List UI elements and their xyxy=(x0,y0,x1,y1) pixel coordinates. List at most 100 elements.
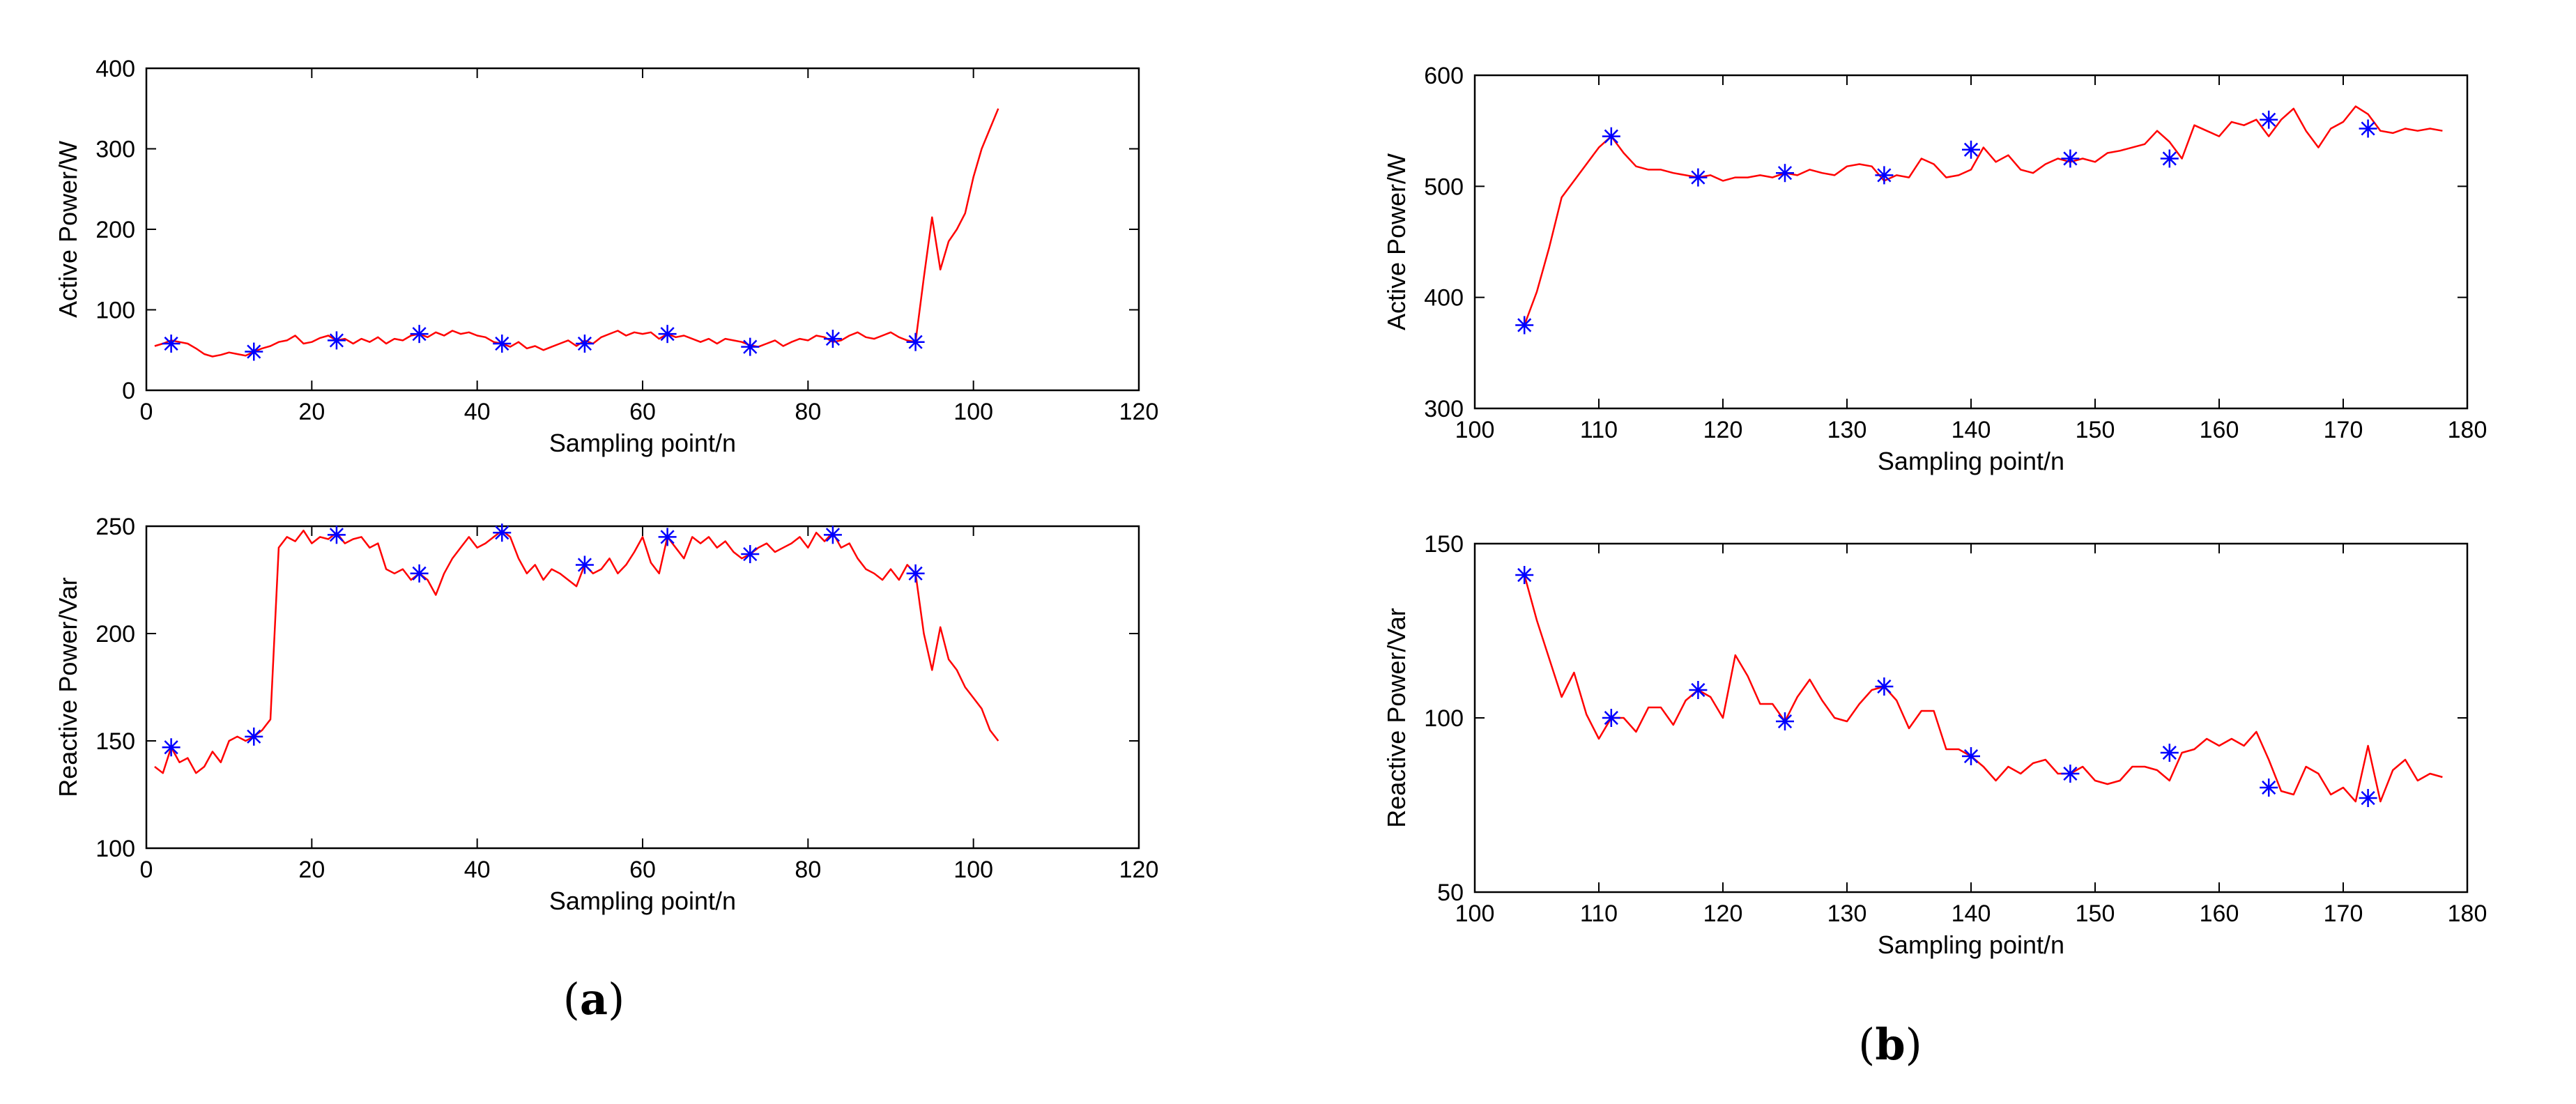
x-tick-label: 120 xyxy=(1119,857,1159,883)
data-point-marker xyxy=(1602,127,1620,146)
data-point-marker xyxy=(1962,140,1980,159)
data-point-marker xyxy=(1875,166,1894,185)
x-tick-label: 160 xyxy=(2200,417,2239,443)
y-axis-label: Reactive Power/Var xyxy=(54,577,82,797)
panel-label-b: (b) xyxy=(1858,1019,1922,1070)
y-tick-label: 150 xyxy=(95,728,135,755)
data-point-marker xyxy=(1515,316,1534,335)
data-point-marker xyxy=(575,335,594,353)
data-point-marker xyxy=(1875,677,1894,696)
x-tick-label: 170 xyxy=(2324,417,2363,443)
data-point-marker xyxy=(658,528,677,546)
x-tick-label: 150 xyxy=(2076,900,2115,927)
axes-box xyxy=(1473,542,2469,894)
data-point-marker xyxy=(1515,566,1534,584)
plot-a-reactive-power: 0 20 40 60 80 100 120 100 150 200 250 Sampling poin… xyxy=(54,514,1158,915)
plot-b-active-power: 100 110 120 130 140 150 160 170 180 300 400 500 600 S… xyxy=(1382,63,2487,475)
x-tick-label: 60 xyxy=(629,399,656,425)
series-line xyxy=(154,529,999,774)
y-tick-label: 100 xyxy=(95,836,135,862)
x-tick-label: 180 xyxy=(2448,417,2487,443)
x-tick-label: 130 xyxy=(1827,417,1867,443)
x-tick-label: 80 xyxy=(795,399,821,425)
y-tick-label: 100 xyxy=(95,298,135,324)
data-point-marker xyxy=(906,332,925,351)
y-axis-label: Reactive Power/Var xyxy=(1382,608,1411,827)
y-tick-label: 50 xyxy=(1437,880,1464,906)
y-tick-label: 200 xyxy=(95,217,135,243)
x-tick-label: 120 xyxy=(1703,417,1743,443)
data-point-marker xyxy=(741,545,760,564)
x-tick-label: 180 xyxy=(2448,900,2487,927)
x-tick-label: 0 xyxy=(140,399,153,425)
data-point-marker xyxy=(2160,149,2179,168)
data-point-marker xyxy=(162,335,181,353)
x-tick-label: 150 xyxy=(2076,417,2115,443)
x-tick-label: 120 xyxy=(1703,900,1743,927)
x-tick-label: 110 xyxy=(1580,900,1618,927)
data-point-marker xyxy=(410,564,429,583)
data-point-marker xyxy=(2061,765,2080,783)
x-tick-label: 170 xyxy=(2324,900,2363,927)
y-tick-label: 150 xyxy=(1424,531,1464,558)
axes-box xyxy=(145,67,1140,392)
data-point-marker xyxy=(493,335,512,353)
data-point-marker xyxy=(327,331,346,350)
x-tick-label: 100 xyxy=(953,399,993,425)
y-tick-label: 200 xyxy=(95,621,135,647)
x-tick-label: 0 xyxy=(140,857,153,883)
y-tick-label: 250 xyxy=(95,514,135,540)
data-point-marker xyxy=(2160,744,2179,762)
x-tick-label: 80 xyxy=(795,857,821,883)
y-axis-label: Active Power/W xyxy=(54,141,82,318)
x-tick-label: 110 xyxy=(1580,417,1618,443)
data-point-marker xyxy=(2359,789,2377,807)
plot-b-reactive-power: 100 110 120 130 140 150 160 170 18050100150Sampl… xyxy=(1382,531,2487,959)
data-point-marker xyxy=(245,727,263,746)
y-tick-label: 400 xyxy=(1424,285,1464,312)
x-tick-label: 40 xyxy=(464,399,491,425)
y-tick-label: 500 xyxy=(1424,174,1464,200)
data-point-marker xyxy=(906,564,925,583)
x-tick-label: 140 xyxy=(1952,900,1991,927)
y-tick-label: 300 xyxy=(95,137,135,163)
data-point-marker xyxy=(245,342,263,361)
data-point-marker xyxy=(1689,681,1708,699)
x-tick-label: 100 xyxy=(1455,900,1495,927)
x-tick-label: 100 xyxy=(1455,417,1495,443)
data-point-marker xyxy=(1962,747,1980,765)
data-point-marker xyxy=(1689,168,1708,187)
data-point-marker xyxy=(410,325,429,344)
data-point-marker xyxy=(658,325,677,344)
y-tick-label: 300 xyxy=(1424,396,1464,422)
x-tick-label: 130 xyxy=(1827,900,1867,927)
data-point-marker xyxy=(162,738,181,757)
data-point-marker xyxy=(327,526,346,544)
y-tick-label: 400 xyxy=(95,56,135,82)
x-tick-label: 160 xyxy=(2200,900,2239,927)
data-point-marker xyxy=(1602,709,1620,727)
data-point-marker xyxy=(823,330,842,348)
data-point-marker xyxy=(2359,119,2377,138)
x-tick-label: 120 xyxy=(1119,399,1159,425)
y-tick-label: 600 xyxy=(1424,63,1464,89)
axes-box xyxy=(145,525,1140,850)
x-tick-label: 100 xyxy=(953,857,993,883)
data-point-marker xyxy=(2260,110,2278,129)
data-point-marker xyxy=(2061,149,2080,168)
data-point-marker xyxy=(741,337,760,356)
x-axis-label: Sampling point/n xyxy=(549,887,736,915)
x-axis-label: Sampling point/n xyxy=(1878,930,2064,959)
x-tick-label: 40 xyxy=(464,857,491,883)
x-tick-label: 20 xyxy=(298,399,325,425)
data-point-marker xyxy=(575,555,594,574)
series-line xyxy=(1523,574,2443,803)
data-point-marker xyxy=(1776,164,1794,183)
panel-label-a: (a) xyxy=(563,974,625,1025)
x-tick-label: 20 xyxy=(298,857,325,883)
data-point-marker xyxy=(1776,712,1794,730)
x-tick-label: 60 xyxy=(629,857,656,883)
x-tick-label: 140 xyxy=(1952,417,1991,443)
data-point-marker xyxy=(493,523,512,542)
